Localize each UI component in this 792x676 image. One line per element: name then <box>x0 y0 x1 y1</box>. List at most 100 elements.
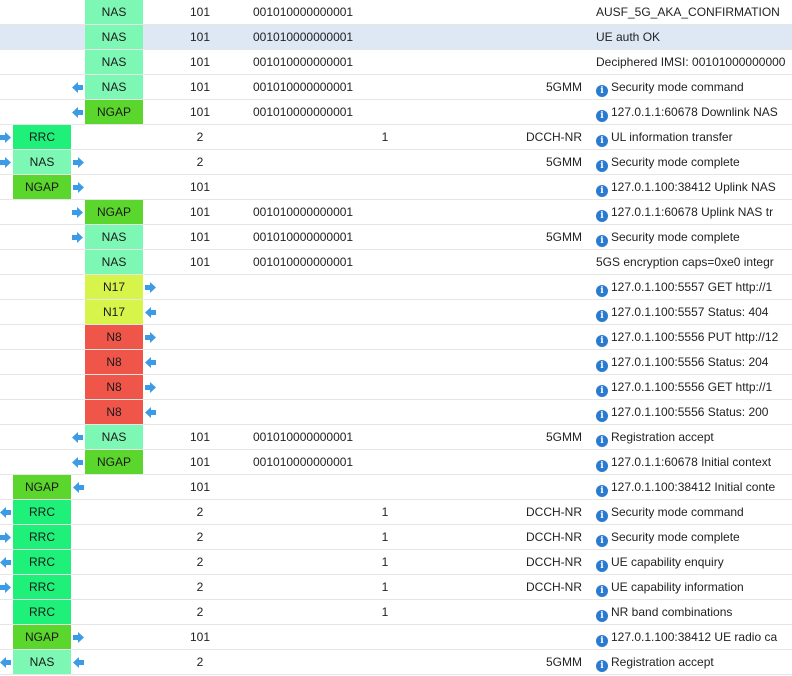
layer-cell: DCCH-NR <box>526 530 582 544</box>
table-row[interactable]: RRC 2 1 DCCH-NR i UE capability information <box>0 575 792 600</box>
info-cell: i Registration accept <box>596 650 792 674</box>
ue-id-cell: 2 <box>196 555 204 569</box>
table-row[interactable]: NAS 101 001010000000001 UE auth OK <box>0 25 792 50</box>
info-icon[interactable]: i <box>596 535 608 547</box>
arrow-left-icon <box>145 357 156 368</box>
info-icon[interactable]: i <box>596 610 608 622</box>
info-icon[interactable]: i <box>596 660 608 672</box>
info-icon[interactable]: i <box>596 285 608 297</box>
table-row[interactable]: NAS 101 001010000000001 5GMM i Security mode … <box>0 75 792 100</box>
layer-cell <box>470 200 582 224</box>
table-row[interactable]: RRC 2 1 DCCH-NR i UL information transfer <box>0 125 792 150</box>
info-icon[interactable]: i <box>596 510 608 522</box>
table-row[interactable]: N17 i 127.0.1.100:5557 Status: 404 <box>0 300 792 325</box>
cell-index-cell <box>370 325 400 349</box>
info-cell: i NR band combinations <box>596 600 792 624</box>
table-row[interactable]: NGAP 101 i 127.0.1.100:38412 UE radio ca <box>0 625 792 650</box>
protocol-cell: NAS <box>13 650 71 674</box>
layer-cell <box>470 450 582 474</box>
table-row[interactable]: RRC 2 1 DCCH-NR i Security mode command <box>0 500 792 525</box>
ue-id-cell: 2 <box>196 505 204 519</box>
info-icon[interactable]: i <box>596 385 608 397</box>
info-icon[interactable]: i <box>596 360 608 372</box>
info-icon[interactable]: i <box>596 160 608 172</box>
cell-index-cell <box>370 475 400 499</box>
ue-id-cell <box>150 375 250 399</box>
info-cell: i 127.0.1.1:60678 Downlink NAS <box>596 100 792 124</box>
arrow-right-icon <box>73 157 84 168</box>
info-text: UE capability information <box>611 580 744 594</box>
cell-index-cell <box>370 175 400 199</box>
protocol-cell: RRC <box>13 125 71 149</box>
arrow-right-icon <box>72 232 83 243</box>
table-row[interactable]: NAS 2 5GMM i Security mode complete <box>0 150 792 175</box>
table-row[interactable]: NGAP 101 001010000000001 i 127.0.1.1:60678 I… <box>0 450 792 475</box>
table-row[interactable]: NGAP 101 001010000000001 i 127.0.1.1:60678 D… <box>0 100 792 125</box>
info-text: Security mode complete <box>611 155 740 169</box>
table-row[interactable]: NAS 101 001010000000001 AUSF_5G_AKA_CONFIRM… <box>0 0 792 25</box>
table-row[interactable]: N8 i 127.0.1.100:5556 Status: 204 <box>0 350 792 375</box>
ue-id-cell: 101 <box>189 430 211 444</box>
cell-index-cell: 1 <box>381 530 389 544</box>
info-icon[interactable]: i <box>596 310 608 322</box>
info-icon[interactable]: i <box>596 85 608 97</box>
ue-id-cell <box>150 400 250 424</box>
imsi-cell <box>253 300 383 324</box>
layer-cell <box>470 25 582 49</box>
imsi-cell <box>253 275 383 299</box>
table-row[interactable]: RRC 2 1 i NR band combinations <box>0 600 792 625</box>
protocol-cell: N8 <box>85 375 143 399</box>
ue-id-cell: 101 <box>189 5 211 19</box>
ue-id-cell: 2 <box>196 605 204 619</box>
table-row[interactable]: N8 i 127.0.1.100:5556 Status: 200 <box>0 400 792 425</box>
layer-cell <box>470 350 582 374</box>
info-icon[interactable]: i <box>596 210 608 222</box>
info-icon[interactable]: i <box>596 585 608 597</box>
layer-cell <box>470 250 582 274</box>
table-row[interactable]: NGAP 101 i 127.0.1.100:38412 Initial conte <box>0 475 792 500</box>
info-icon[interactable]: i <box>596 135 608 147</box>
ue-id-cell: 101 <box>189 55 211 69</box>
info-icon[interactable]: i <box>596 460 608 472</box>
table-row[interactable]: NAS 101 001010000000001 Deciphered IMSI: 00… <box>0 50 792 75</box>
info-icon[interactable]: i <box>596 335 608 347</box>
cell-index-cell <box>370 25 400 49</box>
layer-cell <box>470 0 582 24</box>
info-text: NR band combinations <box>611 605 733 619</box>
table-row[interactable]: NGAP 101 001010000000001 i 127.0.1.1:60678 U… <box>0 200 792 225</box>
ue-id-cell <box>150 350 250 374</box>
info-text: Deciphered IMSI: 00101000000000 <box>596 55 786 69</box>
cell-index-cell <box>370 0 400 24</box>
table-row[interactable]: NAS 101 001010000000001 5GS encryption caps… <box>0 250 792 275</box>
table-row[interactable]: N8 i 127.0.1.100:5556 PUT http://12 <box>0 325 792 350</box>
protocol-cell: N8 <box>85 350 143 374</box>
table-row[interactable]: N17 i 127.0.1.100:5557 GET http://1 <box>0 275 792 300</box>
info-icon[interactable]: i <box>596 485 608 497</box>
table-row[interactable]: NAS 101 001010000000001 5GMM i Security mode … <box>0 225 792 250</box>
info-icon[interactable]: i <box>596 410 608 422</box>
protocol-cell: N17 <box>85 300 143 324</box>
info-icon[interactable]: i <box>596 635 608 647</box>
info-icon[interactable]: i <box>596 185 608 197</box>
info-icon[interactable]: i <box>596 235 608 247</box>
cell-index-cell <box>370 300 400 324</box>
table-row[interactable]: NAS 2 5GMM i Registration accept <box>0 650 792 675</box>
info-cell: i 127.0.1.1:60678 Uplink NAS tr <box>596 200 792 224</box>
protocol-cell: NGAP <box>85 200 143 224</box>
table-row[interactable]: RRC 2 1 DCCH-NR i Security mode complete <box>0 525 792 550</box>
arrow-right-icon <box>0 132 11 143</box>
info-text: 127.0.1.100:5556 PUT http://12 <box>611 330 779 344</box>
info-cell: UE auth OK <box>596 25 792 49</box>
info-icon[interactable]: i <box>596 560 608 572</box>
table-row[interactable]: NGAP 101 i 127.0.1.100:38412 Uplink NAS <box>0 175 792 200</box>
info-text: Security mode complete <box>611 230 740 244</box>
info-icon[interactable]: i <box>596 435 608 447</box>
ue-id-cell: 101 <box>189 30 211 44</box>
table-row[interactable]: RRC 2 1 DCCH-NR i UE capability enquiry <box>0 550 792 575</box>
info-icon[interactable]: i <box>596 110 608 122</box>
table-row[interactable]: N8 i 127.0.1.100:5556 GET http://1 <box>0 375 792 400</box>
cell-index-cell <box>370 50 400 74</box>
cell-index-cell <box>370 625 400 649</box>
info-text: 127.0.1.1:60678 Downlink NAS <box>611 105 778 119</box>
table-row[interactable]: NAS 101 001010000000001 5GMM i Registration a… <box>0 425 792 450</box>
